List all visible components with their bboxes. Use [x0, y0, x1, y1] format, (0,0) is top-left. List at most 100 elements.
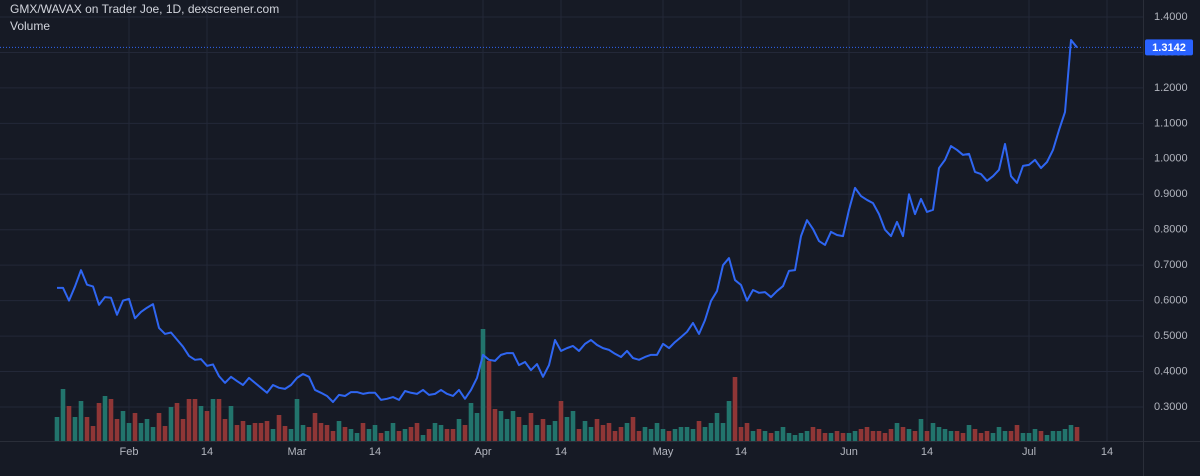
volume-bar: [468, 403, 474, 441]
volume-bar: [144, 419, 150, 441]
volume-bar: [726, 401, 732, 441]
volume-bar: [354, 433, 360, 441]
volume-bar: [504, 419, 510, 441]
volume-bar: [324, 425, 330, 441]
volume-bar: [612, 431, 618, 441]
volume-bar: [948, 431, 954, 441]
volume-bar: [786, 433, 792, 441]
volume-bar: [858, 429, 864, 441]
volume-bar: [426, 429, 432, 441]
volume-bar: [330, 431, 336, 441]
volume-bar: [108, 399, 114, 441]
volume-bar: [936, 427, 942, 441]
volume-bar: [1008, 431, 1014, 441]
volume-bar: [192, 399, 198, 441]
x-tick-label: 14: [1101, 446, 1113, 458]
volume-bar: [552, 421, 558, 441]
volume-bar: [744, 423, 750, 441]
volume-bar: [222, 419, 228, 441]
volume-bar: [600, 425, 606, 441]
volume-bar: [822, 433, 828, 441]
volume-bar: [246, 425, 252, 441]
volume-bar: [318, 423, 324, 441]
volume-bar: [882, 433, 888, 441]
volume-bar: [456, 419, 462, 441]
volume-bar: [348, 429, 354, 441]
volume-bar: [402, 429, 408, 441]
volume-bar: [408, 427, 414, 441]
volume-bar: [150, 427, 156, 441]
price-line: [0, 39, 1143, 404]
volume-bar: [54, 417, 60, 441]
volume-bar: [618, 427, 624, 441]
axes: 0.3000 0.4000 0.5000 0.6000 0.7000 0.8000 0.90…: [120, 11, 1193, 458]
volume-bar: [510, 411, 516, 441]
volume-bar: [294, 399, 300, 441]
volume-bar: [888, 429, 894, 441]
volume-bar: [156, 413, 162, 441]
volume-bar: [546, 425, 552, 441]
volume-bar: [1074, 427, 1080, 441]
volume-bar: [1068, 425, 1074, 441]
volume-bar: [966, 425, 972, 441]
volume-bar: [378, 433, 384, 441]
volume-bar: [126, 423, 132, 441]
volume-bar: [792, 435, 798, 441]
volume-bar: [462, 425, 468, 441]
volume-bar: [366, 429, 372, 441]
volume-bar: [384, 431, 390, 441]
volume-bar: [120, 411, 126, 441]
volume-bar: [1062, 429, 1068, 441]
volume-bar: [912, 431, 918, 441]
volume-bar: [522, 425, 528, 441]
volume-bar: [216, 399, 222, 441]
volume-bar: [840, 433, 846, 441]
volume-bar: [84, 417, 90, 441]
volume-bar: [210, 399, 216, 441]
x-tick-label: 14: [555, 446, 567, 458]
volume-bar: [774, 431, 780, 441]
volume-bar: [540, 419, 546, 441]
x-tick-label: 14: [201, 446, 213, 458]
volume-bar: [876, 431, 882, 441]
volume-bar: [162, 426, 168, 441]
volume-label: Volume: [10, 19, 50, 33]
volume-bar: [96, 403, 102, 441]
volume-bar: [132, 413, 138, 441]
volume-bar: [396, 431, 402, 441]
last-price-label: 1.3142: [1152, 42, 1186, 54]
volume-bar: [918, 419, 924, 441]
volume-bar: [672, 429, 678, 441]
x-tick-label: Jun: [840, 446, 858, 458]
volume-bar: [702, 427, 708, 441]
y-tick-label: 0.7000: [1154, 259, 1188, 271]
volume-bar: [372, 425, 378, 441]
volume-bar: [204, 411, 210, 441]
volume-bar: [732, 377, 738, 441]
volume-bar: [90, 426, 96, 441]
volume-bar: [414, 423, 420, 441]
volume-bar: [978, 433, 984, 441]
volume-bar: [666, 431, 672, 441]
volume-bar: [432, 423, 438, 441]
volume-bar: [780, 427, 786, 441]
volume-bar: [168, 407, 174, 441]
volume-bar: [960, 433, 966, 441]
y-tick-label: 0.3000: [1154, 401, 1188, 413]
x-tick-label: May: [653, 446, 674, 458]
volume-bar: [174, 403, 180, 441]
volume-bar: [1050, 431, 1056, 441]
chart-title: GMX/WAVAX on Trader Joe, 1D, dexscreener…: [10, 2, 279, 16]
y-tick-label: 0.8000: [1154, 224, 1188, 236]
volume-bar: [228, 406, 234, 441]
volume-bar: [942, 429, 948, 441]
volume-bar: [720, 423, 726, 441]
volume-bar: [72, 417, 78, 441]
y-tick-label: 1.4000: [1154, 11, 1188, 23]
volume-bar: [678, 427, 684, 441]
volume-bar: [570, 411, 576, 441]
volume-bar: [342, 427, 348, 441]
volume-bar: [996, 427, 1002, 441]
